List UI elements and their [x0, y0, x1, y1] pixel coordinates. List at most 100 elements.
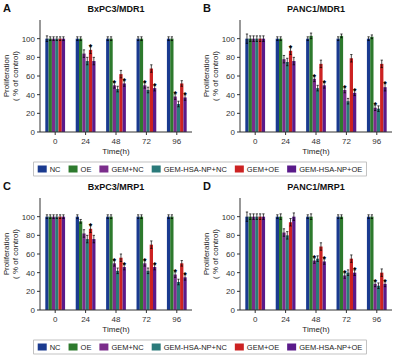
y-tick-label: 80 [26, 53, 35, 62]
error-cap [310, 38, 312, 39]
x-axis-label: Time(h) [302, 325, 330, 334]
error-bar [337, 215, 339, 219]
error-cap [116, 268, 118, 269]
error-cap [293, 57, 295, 58]
error-line [148, 87, 149, 93]
x-tick-label: 96 [372, 137, 381, 146]
error-cap [249, 213, 251, 214]
y-tick [237, 38, 240, 39]
significance-star: * [143, 78, 147, 88]
error-cap [181, 80, 183, 81]
error-line [371, 215, 372, 219]
significance-star: * [343, 83, 347, 93]
error-cap [381, 268, 383, 269]
error-bar [86, 57, 88, 64]
error-cap [93, 64, 95, 65]
error-line [178, 279, 179, 285]
error-cap [289, 218, 291, 219]
error-cap [320, 60, 322, 61]
error-line [371, 35, 372, 39]
error-cap [167, 214, 169, 215]
figure: *******020406080100024487296Time(h)Proli… [0, 0, 400, 362]
y-tick [37, 132, 40, 133]
error-cap [76, 40, 78, 41]
error-line [138, 215, 139, 219]
bar [137, 39, 140, 132]
significance-star: * [353, 86, 357, 96]
error-bar [286, 58, 288, 65]
error-cap [307, 214, 309, 215]
significance-star: * [373, 100, 377, 110]
panel-letter: C [3, 180, 11, 192]
legend-swatch [287, 344, 296, 351]
error-cap [110, 218, 112, 219]
error-bar [116, 268, 118, 274]
error-bar [280, 37, 282, 41]
y-axis-label: Proliferation( % of control) [2, 229, 20, 279]
bar [76, 217, 79, 310]
significance-star: * [153, 81, 157, 91]
panel-letter: B [203, 2, 211, 14]
y-tick [37, 272, 40, 273]
y-tick [37, 291, 40, 292]
error-line [293, 213, 294, 220]
error-cap [262, 35, 264, 36]
error-cap [137, 40, 139, 41]
y-tick [237, 254, 240, 255]
legend-label: OE [81, 343, 92, 352]
error-cap [62, 40, 64, 41]
error-line [46, 36, 47, 42]
y-tick-label: 40 [226, 269, 235, 278]
legend-swatch [38, 166, 47, 173]
error-line [168, 215, 169, 219]
error-cap [46, 218, 48, 219]
error-cap [181, 260, 183, 261]
x-tick [85, 132, 86, 135]
bar [86, 239, 89, 310]
x-tick [146, 132, 147, 135]
error-line [246, 34, 247, 43]
error-cap [340, 37, 342, 38]
error-cap [76, 36, 78, 37]
bar [183, 97, 186, 132]
bar [316, 88, 319, 132]
error-cap [62, 36, 64, 37]
error-cap [107, 40, 109, 41]
y-tick-label: 40 [26, 269, 35, 278]
error-cap [177, 106, 179, 107]
bar [255, 39, 258, 132]
error-bar [62, 37, 64, 41]
bar [52, 217, 55, 310]
error-bar [140, 37, 142, 41]
bar [319, 64, 322, 132]
y-tick-label: 20 [26, 109, 35, 118]
y-tick [37, 113, 40, 114]
y-tick-label: 100 [222, 213, 236, 222]
bar [374, 284, 377, 310]
x-tick-label: 0 [253, 137, 258, 146]
error-bar [80, 219, 82, 223]
bar [286, 62, 289, 132]
error-line [50, 215, 51, 219]
significance-star: * [383, 277, 387, 287]
error-line [250, 36, 251, 42]
bar [58, 39, 61, 132]
error-cap [147, 87, 149, 88]
error-bar [280, 214, 282, 220]
error-cap [49, 40, 51, 41]
bar [309, 217, 312, 310]
bar [86, 61, 89, 132]
error-bar [93, 57, 95, 64]
error-bar [249, 214, 251, 220]
error-bar [76, 37, 78, 41]
error-line [341, 215, 342, 219]
error-line [148, 268, 149, 274]
y-tick-label: 20 [26, 287, 35, 296]
error-cap [89, 53, 91, 54]
error-line [311, 214, 312, 220]
bar [92, 239, 95, 310]
error-line [80, 37, 81, 41]
error-line [141, 215, 142, 219]
y-axis-label-line: ( % of control) [11, 51, 20, 101]
error-line [348, 98, 349, 104]
